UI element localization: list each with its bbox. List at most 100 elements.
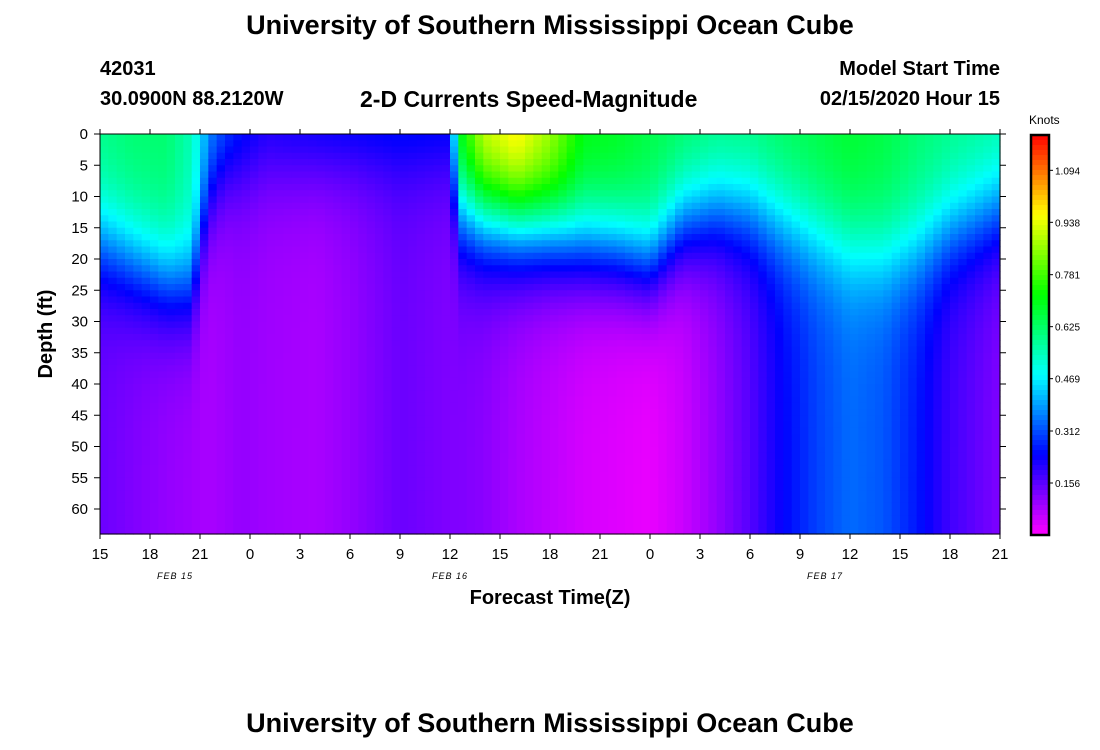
heatmap-cell: [183, 196, 193, 204]
heatmap-cell: [316, 209, 326, 216]
heatmap-cell: [741, 196, 751, 204]
heatmap-cell: [183, 515, 193, 523]
heatmap-cell: [358, 365, 368, 373]
heatmap-cell: [308, 184, 318, 191]
heatmap-cell: [141, 302, 151, 310]
heatmap-cell: [150, 340, 159, 348]
heatmap-cell: [175, 190, 184, 198]
heatmap-cell: [391, 327, 401, 335]
heatmap-cell: [450, 365, 459, 373]
heatmap-cell: [641, 184, 651, 191]
heatmap-cell: [266, 365, 276, 373]
heatmap-cell: [408, 352, 418, 360]
heatmap-cell: [166, 496, 176, 504]
heatmap-cell: [191, 227, 201, 235]
heatmap-cell: [250, 509, 259, 516]
heatmap-cell: [691, 459, 701, 466]
heatmap-cell: [158, 177, 168, 185]
heatmap-cell: [416, 284, 426, 291]
heatmap-cell: [400, 321, 409, 329]
heatmap-cell: [308, 202, 318, 210]
heatmap-cell: [491, 234, 501, 241]
heatmap-cell: [383, 365, 393, 373]
heatmap-cell: [383, 252, 393, 260]
heatmap-cell: [233, 171, 243, 179]
heatmap-cell: [516, 465, 526, 473]
heatmap-cell: [250, 290, 259, 298]
heatmap-cell: [700, 159, 709, 166]
heatmap-cell: [600, 159, 609, 166]
heatmap-cell: [383, 284, 393, 291]
heatmap-cell: [725, 521, 734, 529]
heatmap-cell: [416, 490, 426, 498]
heatmap-cell: [316, 146, 326, 154]
heatmap-cell: [266, 309, 276, 316]
heatmap-cell: [366, 215, 376, 223]
heatmap-cell: [591, 446, 601, 454]
heatmap-cell: [500, 290, 509, 298]
heatmap-cell: [266, 252, 276, 260]
heatmap-cell: [433, 196, 443, 204]
heatmap-cell: [666, 227, 676, 235]
heatmap-cell: [291, 196, 301, 204]
heatmap-cell: [266, 234, 276, 241]
heatmap-cell: [550, 221, 559, 229]
heatmap-cell: [675, 452, 684, 460]
heatmap-cell: [150, 165, 159, 173]
heatmap-cell: [216, 384, 226, 391]
heatmap-cell: [291, 146, 301, 154]
heatmap-cell: [516, 334, 526, 341]
heatmap-cell: [308, 396, 318, 404]
heatmap-cell: [675, 496, 684, 504]
heatmap-cell: [633, 415, 643, 423]
heatmap-cell: [666, 190, 676, 198]
heatmap-cell: [100, 396, 109, 404]
heatmap-cell: [116, 502, 126, 510]
heatmap-cell: [425, 477, 434, 485]
heatmap-cell: [416, 146, 426, 154]
heatmap-cell: [325, 340, 334, 348]
heatmap-cell: [658, 221, 668, 229]
heatmap-cell: [258, 384, 268, 391]
heatmap-cell: [491, 227, 501, 235]
heatmap-cell: [566, 371, 576, 379]
heatmap-cell: [100, 202, 109, 210]
heatmap-cell: [516, 515, 526, 523]
heatmap-cell: [191, 290, 201, 298]
heatmap-cell: [100, 259, 109, 266]
heatmap-cell: [325, 346, 334, 354]
heatmap-cell: [258, 309, 268, 316]
heatmap-cell: [150, 134, 159, 141]
heatmap-cell: [350, 290, 359, 298]
heatmap-cell: [225, 496, 234, 504]
heatmap-cell: [516, 165, 526, 173]
heatmap-cell: [183, 396, 193, 404]
heatmap-cell: [133, 371, 143, 379]
heatmap-cell: [150, 259, 159, 266]
heatmap-cell: [191, 177, 201, 185]
heatmap-cell: [358, 209, 368, 216]
heatmap-cell: [275, 134, 284, 141]
heatmap-cell: [225, 190, 234, 198]
heatmap-cell: [541, 390, 551, 398]
heatmap-cell: [525, 171, 534, 179]
heatmap-cell: [400, 246, 409, 254]
heatmap-cell: [525, 340, 534, 348]
heatmap-cell: [308, 296, 318, 304]
heatmap-cell: [408, 459, 418, 466]
heatmap-cell: [491, 440, 501, 448]
heatmap-cell: [650, 390, 659, 398]
heatmap-cell: [716, 496, 726, 504]
heatmap-cell: [225, 146, 234, 154]
heatmap-cell: [566, 496, 576, 504]
heatmap-cell: [558, 440, 568, 448]
heatmap-cell: [100, 371, 109, 379]
heatmap-cell: [691, 327, 701, 335]
heatmap-cell: [625, 471, 634, 479]
heatmap-cell: [333, 502, 343, 510]
heatmap-cell: [241, 390, 251, 398]
heatmap-cell: [175, 171, 184, 179]
heatmap-cell: [391, 284, 401, 291]
heatmap-cell: [733, 221, 743, 229]
heatmap-cell: [333, 321, 343, 329]
